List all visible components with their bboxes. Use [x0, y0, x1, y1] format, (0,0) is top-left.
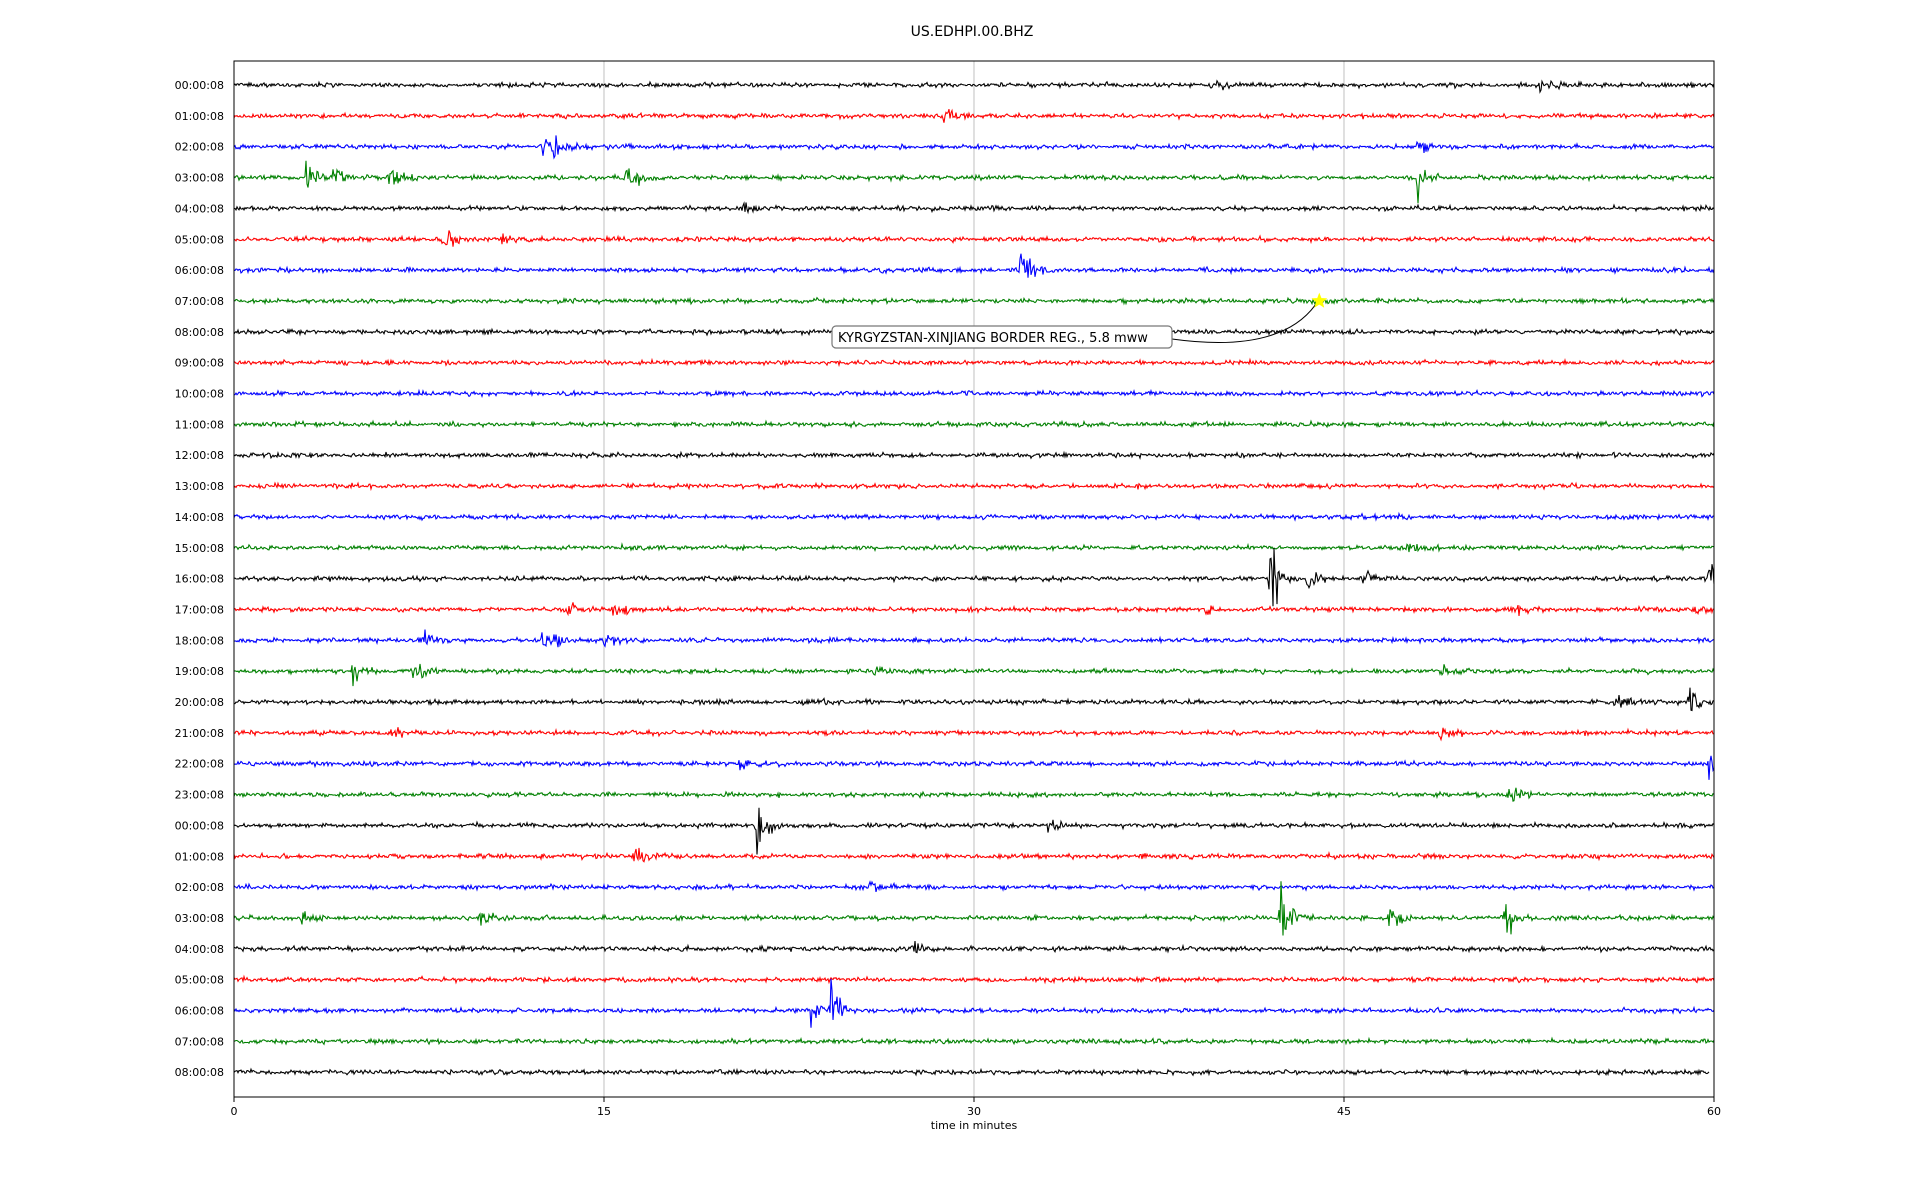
chart-title: US.EDHPI.00.BHZ: [911, 24, 1034, 40]
row-time-label: 07:00:08: [175, 295, 224, 308]
x-tick-label: 0: [231, 1105, 238, 1118]
row-time-label: 12:00:08: [175, 449, 224, 462]
row-time-label: 04:00:08: [175, 943, 224, 956]
x-tick-label: 45: [1337, 1105, 1351, 1118]
row-time-label: 06:00:08: [175, 1005, 224, 1018]
trace-line: [233, 807, 1715, 855]
row-time-label: 15:00:08: [175, 542, 224, 555]
trace-line: [233, 1036, 1715, 1046]
x-axis-label: time in minutes: [931, 1119, 1018, 1132]
row-time-label: 08:00:08: [175, 326, 224, 339]
trace-line: [233, 135, 1715, 160]
event-annotation: KYRGYZSTAN-XINJIANG BORDER REG., 5.8 mww: [831, 292, 1328, 349]
row-time-label: 11:00:08: [175, 418, 224, 431]
row-time-label: 02:00:08: [175, 141, 224, 154]
trace-line: [233, 160, 1715, 204]
trace-line: [233, 629, 1715, 648]
trace-line: [233, 978, 1715, 1028]
row-time-label: 21:00:08: [175, 727, 224, 740]
trace-line: [233, 687, 1715, 712]
row-time-label: 17:00:08: [175, 603, 224, 616]
row-time-label: 19:00:08: [175, 665, 224, 678]
trace-line: [233, 787, 1715, 802]
trace-line: [233, 880, 1715, 893]
trace-line: [233, 548, 1715, 607]
trace-line: [233, 108, 1715, 123]
x-tick-label: 15: [597, 1105, 611, 1118]
trace-line: [233, 755, 1715, 780]
trace-line: [233, 357, 1715, 368]
row-time-label: 14:00:08: [175, 511, 224, 524]
row-time-label: 01:00:08: [175, 850, 224, 863]
row-time-label: 16:00:08: [175, 573, 224, 586]
row-time-label: 02:00:08: [175, 881, 224, 894]
trace-line: [233, 511, 1714, 522]
row-time-label: 22:00:08: [175, 758, 224, 771]
annotation-text: KYRGYZSTAN-XINJIANG BORDER REG., 5.8 mww: [838, 331, 1148, 346]
row-time-label: 03:00:08: [175, 172, 224, 185]
row-time-label: 01:00:08: [175, 110, 224, 123]
trace-line: [233, 253, 1715, 278]
trace-line: [233, 974, 1715, 985]
annotation-connector: [1171, 304, 1316, 344]
row-time-label: 18:00:08: [175, 634, 224, 647]
annotation-box: [831, 325, 1173, 349]
x-tick-label: 60: [1707, 1105, 1721, 1118]
trace-line: [233, 941, 1715, 954]
row-time-label: 13:00:08: [175, 480, 224, 493]
trace-line: [233, 230, 1715, 247]
trace-line: [233, 79, 1715, 94]
row-time-label: 23:00:08: [175, 789, 224, 802]
trace-line: [233, 450, 1715, 461]
trace-line: [233, 663, 1715, 687]
event-star-marker: [1311, 292, 1328, 308]
x-tick-label: 30: [967, 1105, 981, 1118]
row-time-label: 10:00:08: [175, 388, 224, 401]
row-time-label: 05:00:08: [175, 974, 224, 987]
trace-line: [233, 602, 1715, 617]
row-time-label: 03:00:08: [175, 912, 224, 925]
row-time-label: 05:00:08: [175, 233, 224, 246]
trace-line: [233, 542, 1715, 553]
row-time-label: 07:00:08: [175, 1035, 224, 1048]
trace-line: [233, 481, 1715, 492]
row-time-label: 08:00:08: [175, 1066, 224, 1079]
trace-line: [233, 201, 1715, 215]
row-time-label: 06:00:08: [175, 264, 224, 277]
row-label-group: 00:00:08 01:00:08 02:00:08 03:00:08 04:00:08…: [175, 79, 224, 1079]
row-time-label: 04:00:08: [175, 202, 224, 215]
trace-line: [233, 296, 1715, 306]
row-time-label: 00:00:08: [175, 819, 224, 832]
trace-group: [233, 79, 1715, 1077]
trace-line: [233, 847, 1715, 863]
row-time-label: 20:00:08: [175, 696, 224, 709]
trace-line: [233, 419, 1715, 429]
trace-line: [233, 1067, 1710, 1077]
row-time-label: 09:00:08: [175, 357, 224, 370]
trace-line: [233, 727, 1715, 742]
row-time-label: 00:00:08: [175, 79, 224, 92]
x-axis-ticks: 0 15 30 45 60: [231, 1097, 1721, 1118]
trace-line: [233, 881, 1715, 936]
trace-line: [233, 388, 1715, 399]
